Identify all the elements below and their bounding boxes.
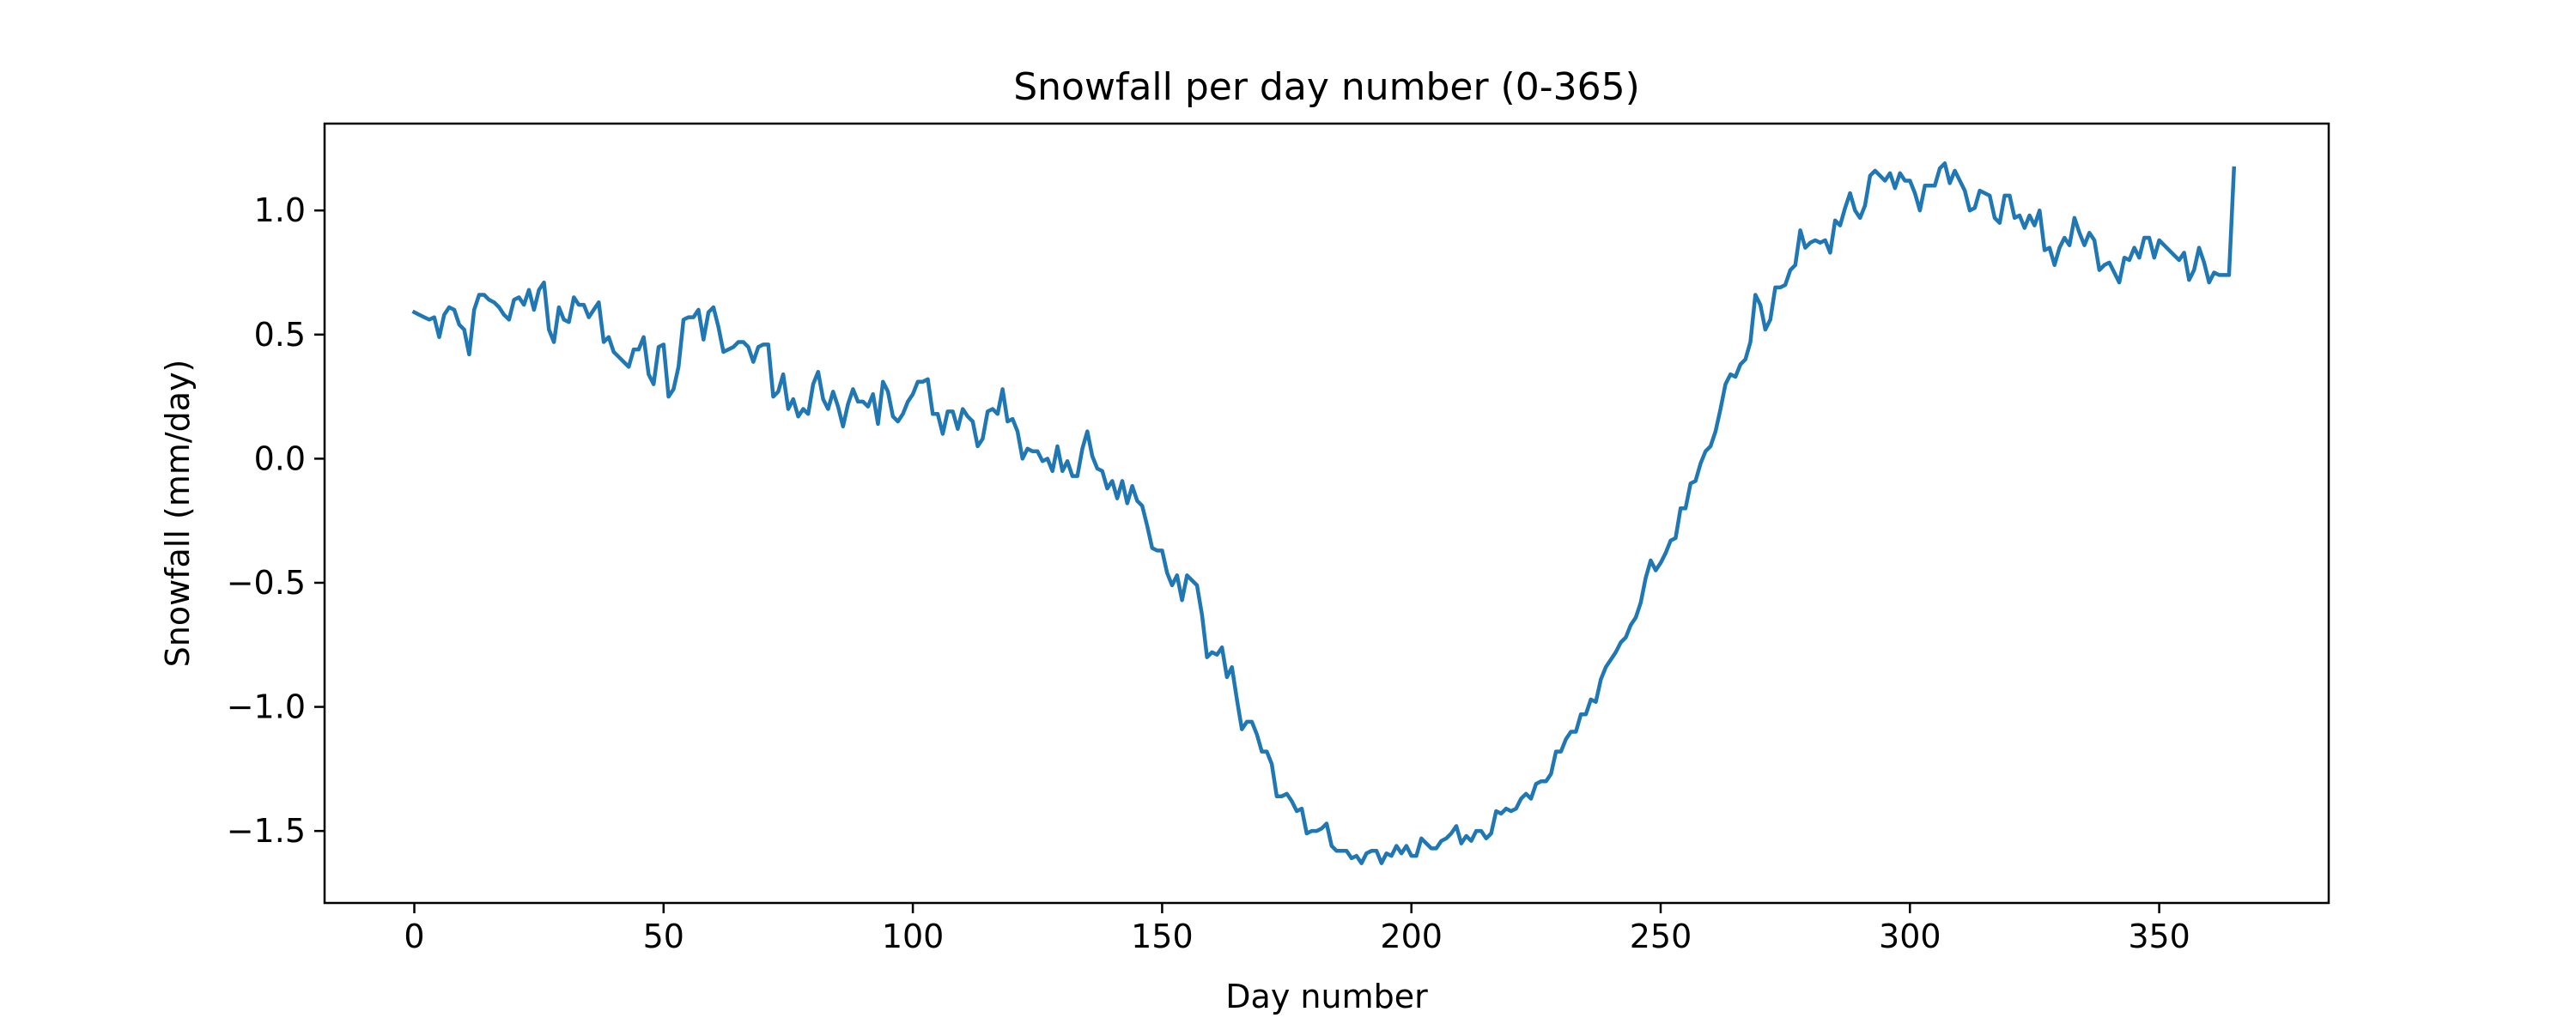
x-tick-label: 50 (643, 918, 684, 955)
plot-frame (323, 122, 2330, 905)
series-layer (411, 161, 2237, 865)
y-axis: −1.5 −1.0 −0.5 0.0 0.5 1.0 (227, 191, 325, 850)
y-tick-label: −1.0 (227, 688, 306, 726)
x-tick-label: 0 (404, 918, 424, 955)
y-tick-label: 0.5 (254, 316, 306, 354)
x-tick-label: 350 (2128, 918, 2190, 955)
x-tick-label: 200 (1380, 918, 1443, 955)
chart-title: Snowfall per day number (0-365) (1013, 65, 1640, 109)
x-axis: 0 50 100 150 200 250 300 350 (404, 903, 2190, 955)
plot-area (323, 122, 2330, 905)
series-line-0 (411, 161, 2237, 865)
y-tick-label: 1.0 (254, 191, 306, 229)
x-tick-label: 250 (1630, 918, 1692, 955)
y-tick-label: −1.5 (227, 812, 306, 850)
x-tick-label: 150 (1131, 918, 1194, 955)
x-axis-label: Day number (1225, 978, 1428, 1015)
y-tick-label: −0.5 (227, 564, 306, 602)
x-tick-label: 300 (1879, 918, 1941, 955)
x-tick-label: 100 (882, 918, 945, 955)
y-axis-label: Snowfall (mm/day) (159, 360, 197, 668)
y-tick-label: 0.0 (254, 439, 306, 477)
